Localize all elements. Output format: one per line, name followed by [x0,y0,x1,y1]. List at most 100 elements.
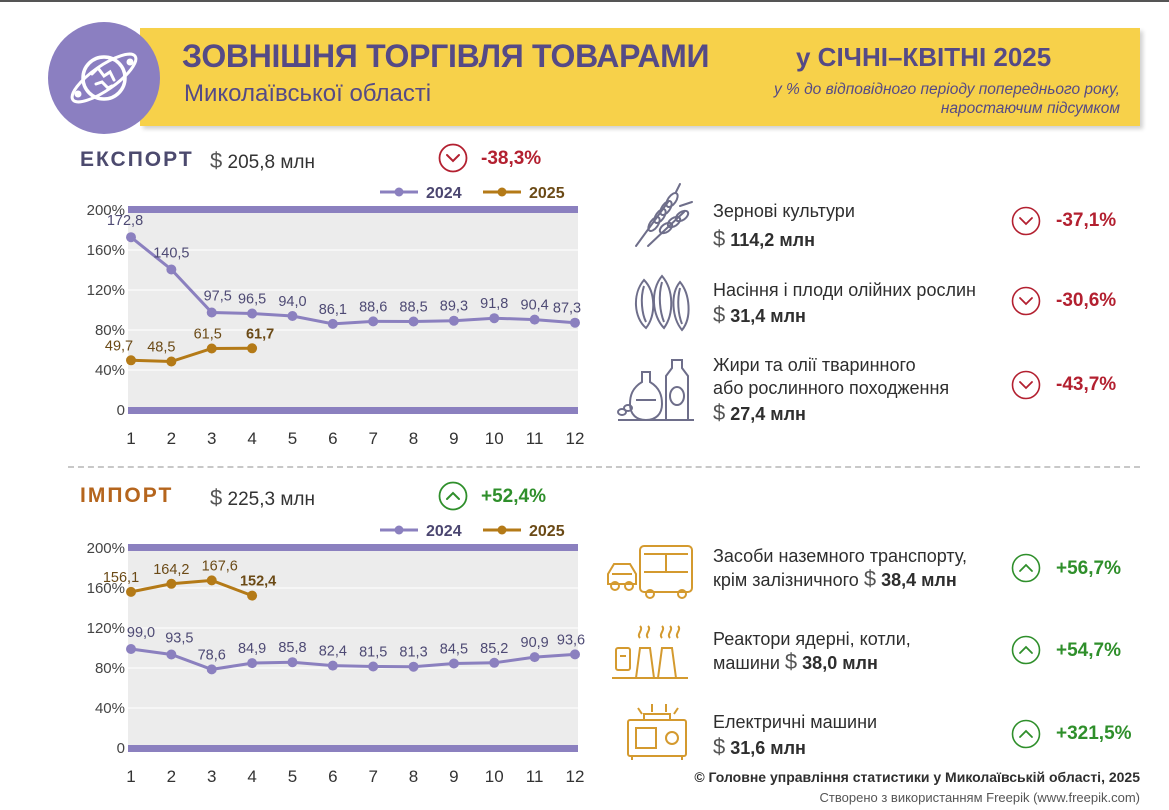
y-tick-label: 80% [95,660,125,677]
data-point-2025 [126,586,136,597]
series-line-2024 [130,236,576,326]
data-label-2024: 91,8 [480,296,508,312]
data-label-2025: 48,5 [147,340,175,356]
series-line-2025 [130,346,253,364]
top-axis-bar [128,206,578,213]
data-point-2024 [489,313,500,324]
dollar-sign: $ [713,400,726,425]
export-cat-2-label: Насіння і плоди олійних рослин [713,280,976,300]
chevron-down-icon [1011,206,1041,236]
legend-marker-2025 [497,187,507,197]
x-tick-label: 8 [409,429,418,448]
dollar-sign: $ [863,566,877,591]
export-cat-2-change: -30,6% [1056,290,1117,311]
export-cat-2-amount-value: 31,4 млн [730,306,806,326]
dollar-sign: $ [713,302,726,327]
legend-label-2024: 2024 [426,523,462,540]
chevron-up-icon [1011,553,1041,583]
x-tick-label: 4 [247,767,256,786]
x-tick-label: 9 [449,767,458,786]
export-cat-3-label-line-1: Жири та олії тваринного [713,355,916,375]
plot-area [128,548,578,748]
data-label-2024: 81,5 [359,645,387,661]
export-change: -38,3% [481,148,542,169]
bottom-axis-bar [128,407,578,414]
data-point-2025 [166,578,177,589]
dollar-sign: $ [784,649,798,674]
x-tick-label: 6 [328,429,337,448]
data-point-2024 [570,317,580,328]
x-tick-label: 3 [207,429,216,448]
import-cat-3-label: Електричні машини [713,712,878,732]
import-cat-2-amount-value: 38,0 млн [802,653,878,673]
data-point-2024 [368,316,379,327]
chevron-down-icon [438,143,468,173]
import-cat-1-change: +56,7% [1056,558,1121,579]
data-point-2024 [126,644,136,654]
import-cat-3-amount-value: 31,6 млн [730,738,806,758]
x-tick-label: 2 [167,429,176,448]
x-tick-label: 10 [485,429,504,448]
y-tick-label: 0 [117,740,125,757]
data-point-2024 [287,311,298,321]
import-cat-1-label-text: крім залізничного [713,570,859,590]
data-point-2024 [489,657,500,668]
bottom-axis-bar [128,745,578,752]
import-cat-2-label-line-1: Реактори ядерні, котли, [713,629,911,649]
y-tick-label: 200% [87,540,125,557]
chevron-up-icon [1011,635,1041,665]
page-title: ЗОВНІШНЯ ТОРГІВЛЯ ТОВАРАМИ [182,38,710,74]
y-tick-label: 160% [87,242,125,259]
period-note: у % до відповідного періоду попереднього… [700,80,1120,118]
data-point-2024 [448,658,459,669]
data-label-2024: 85,8 [278,640,306,656]
export-cat-1-amount-value: 114,2 млн [730,230,815,250]
import-cat-1-label-line-2: крім залізничного $ 38,4 млн [713,568,957,591]
x-tick-label: 8 [409,767,418,786]
export-cat-1-amount: $ 114,2 млн [713,226,815,252]
export-title: ЕКСПОРТ [80,148,194,171]
y-tick-label: 40% [95,700,125,717]
data-point-2024 [287,657,298,668]
data-label-2024: 81,3 [399,645,427,661]
import-title: ІМПОРТ [80,484,174,507]
section-divider [68,466,1140,468]
x-tick-label: 12 [566,767,585,786]
data-label-2024: 82,4 [319,644,347,660]
chevron-down-icon [1011,286,1041,316]
data-point-2024 [327,318,338,329]
data-label-2024: 88,5 [399,300,427,316]
chevron-down-icon [1011,370,1041,400]
y-tick-label: 120% [87,620,125,637]
import-amount: $ 225,3 млн [210,485,315,511]
x-tick-label: 4 [247,429,256,448]
data-label-2024: 93,6 [557,632,585,648]
oil-bottles-icon [617,359,694,422]
data-point-2024 [529,652,540,663]
x-tick-label: 6 [328,767,337,786]
data-label-2024: 93,5 [165,631,193,647]
x-tick-label: 3 [207,767,216,786]
export-cat-1-change: -37,1% [1056,210,1117,231]
page-subtitle: Миколаївської області [184,80,432,107]
y-tick-label: 40% [95,362,125,379]
x-tick-label: 1 [126,429,135,448]
legend-label-2025: 2025 [529,523,565,540]
period-note-line-1: у % до відповідного періоду попереднього… [773,81,1120,98]
data-point-2025 [247,343,258,354]
data-label-2024: 89,3 [440,299,468,315]
data-point-2025 [126,355,136,366]
x-tick-label: 2 [167,767,176,786]
data-label-2024: 90,9 [521,635,549,651]
data-label-2024: 97,5 [204,289,232,305]
series-line-2025 [130,578,253,598]
import-cat-2-change: +54,7% [1056,640,1121,661]
legend-marker-2025 [497,525,507,535]
data-point-2024 [448,315,459,326]
data-point-2024 [166,649,177,660]
x-tick-label: 5 [288,429,297,448]
data-point-2025 [206,575,217,586]
plot-area [128,210,578,410]
x-tick-label: 9 [449,429,458,448]
import-cat-1-label-line-1: Засоби наземного транспорту, [713,546,968,566]
